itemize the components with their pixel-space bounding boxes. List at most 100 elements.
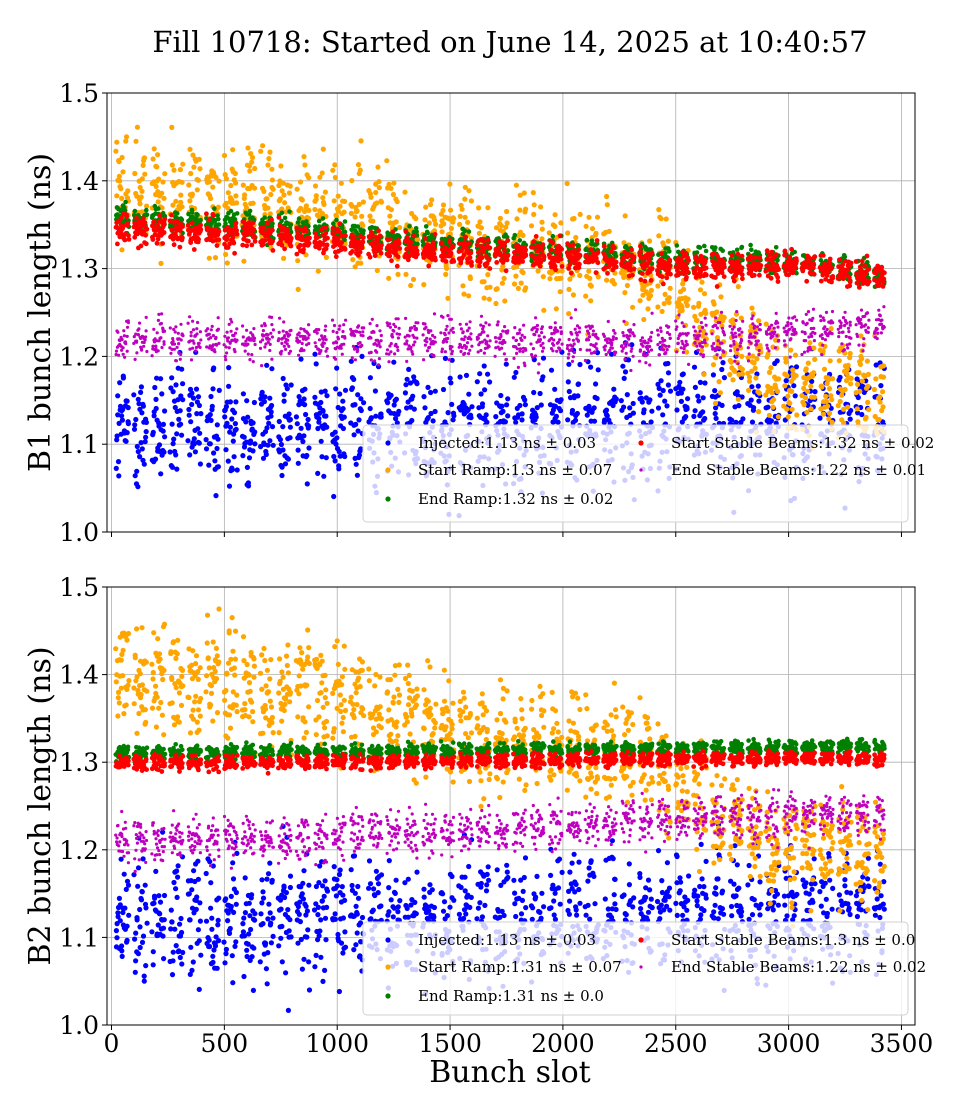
data-point [836,358,842,364]
data-point [719,402,725,408]
data-point [154,240,160,246]
data-point [244,398,250,404]
data-point [258,148,264,154]
data-point [228,219,233,224]
data-point [425,415,431,421]
data-point [262,238,268,244]
data-point [873,376,879,382]
data-point [337,221,343,227]
data-point [394,420,400,426]
data-point [233,426,239,432]
data-point [621,375,627,381]
data-point [304,481,310,487]
data-point [783,378,789,384]
data-point [359,245,365,251]
data-point [550,240,556,246]
data-point [739,394,745,400]
data-point [415,241,420,247]
data-point [483,412,489,418]
data-point [197,461,203,467]
data-point [588,247,594,252]
data-point [402,189,408,195]
data-point [335,404,341,411]
data-point [465,407,471,413]
data-point [287,424,293,430]
data-point [613,264,619,270]
data-point [641,407,647,413]
data-point [423,224,429,229]
data-point [279,218,284,224]
data-point [520,270,526,276]
data-point [349,178,355,184]
data-point [198,227,204,233]
data-point [728,359,734,365]
data-point [667,285,673,291]
data-point [252,165,258,172]
data-point [370,218,376,224]
data-point [198,411,204,417]
data-point [349,385,355,391]
data-point [880,374,887,380]
data-point [120,169,126,175]
data-point [721,274,727,279]
data-point [156,176,162,182]
data-point [858,333,864,339]
data-point [503,268,509,274]
data-point [548,247,554,253]
data-point [606,228,612,234]
data-point [116,330,120,334]
data-point [338,180,344,186]
data-point [692,384,699,390]
data-point [694,317,700,324]
data-point [282,215,288,221]
data-point [733,419,739,425]
data-point [624,282,631,289]
data-point [441,221,447,227]
data-point [224,260,230,266]
data-point [195,177,201,183]
data-point [261,399,267,405]
data-point [160,241,166,246]
data-point [444,265,450,271]
data-point [396,408,402,414]
data-point [530,190,536,196]
data-point [230,147,236,153]
data-point [548,367,555,373]
data-point [141,461,147,467]
data-point [216,216,221,222]
data-point [119,413,125,419]
data-point [656,207,662,213]
data-point [629,247,634,253]
data-point [408,282,414,289]
data-point [194,411,200,417]
data-point [153,405,159,412]
data-point [531,211,537,217]
data-point [684,274,689,280]
data-point [530,244,536,250]
data-point [169,375,175,381]
data-point [787,254,793,260]
data-point [694,250,700,255]
data-point [387,236,393,242]
data-point [773,252,779,257]
data-point [517,238,523,243]
data-point [176,416,182,422]
data-point [212,255,219,261]
data-point [312,183,319,189]
data-point [775,414,782,420]
data-point [316,419,322,425]
data-point [270,238,275,244]
data-point [468,198,474,204]
data-point [143,232,149,238]
data-point [250,200,256,206]
data-point [467,255,473,261]
data-point [649,408,655,414]
data-point [605,270,610,276]
data-point [231,454,237,460]
data-point [279,210,285,216]
data-point [276,215,282,220]
data-point [350,249,355,254]
data-point [552,212,558,218]
data-point [782,248,788,254]
data-point [171,167,177,173]
